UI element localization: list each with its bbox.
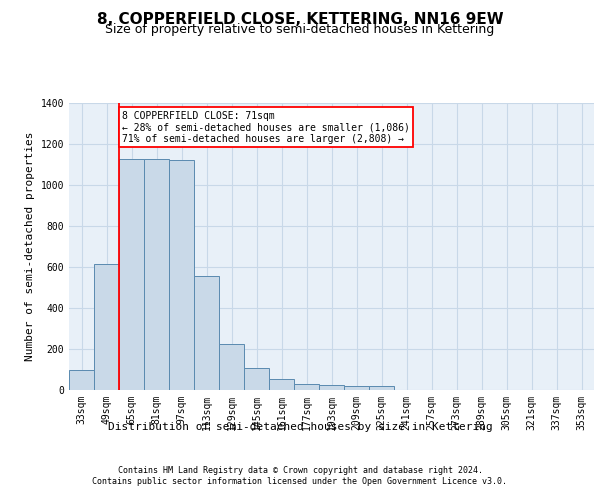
Bar bbox=[194, 276, 219, 390]
Bar bbox=[294, 384, 319, 390]
Text: 8 COPPERFIELD CLOSE: 71sqm
← 28% of semi-detached houses are smaller (1,086)
71%: 8 COPPERFIELD CLOSE: 71sqm ← 28% of semi… bbox=[122, 110, 410, 144]
Bar bbox=[119, 159, 144, 390]
Bar bbox=[144, 159, 169, 390]
Text: Contains HM Land Registry data © Crown copyright and database right 2024.: Contains HM Land Registry data © Crown c… bbox=[118, 466, 482, 475]
Bar bbox=[219, 344, 244, 390]
Text: Size of property relative to semi-detached houses in Kettering: Size of property relative to semi-detach… bbox=[106, 22, 494, 36]
Bar bbox=[344, 386, 369, 390]
Bar bbox=[94, 264, 119, 390]
Text: 8, COPPERFIELD CLOSE, KETTERING, NN16 9EW: 8, COPPERFIELD CLOSE, KETTERING, NN16 9E… bbox=[97, 12, 503, 28]
Y-axis label: Number of semi-detached properties: Number of semi-detached properties bbox=[25, 132, 35, 361]
Bar bbox=[319, 385, 344, 390]
Text: Distribution of semi-detached houses by size in Kettering: Distribution of semi-detached houses by … bbox=[107, 422, 493, 432]
Bar bbox=[369, 386, 394, 390]
Text: Contains public sector information licensed under the Open Government Licence v3: Contains public sector information licen… bbox=[92, 478, 508, 486]
Bar bbox=[269, 378, 294, 390]
Bar bbox=[244, 368, 269, 390]
Bar bbox=[69, 370, 94, 390]
Bar bbox=[169, 160, 194, 390]
